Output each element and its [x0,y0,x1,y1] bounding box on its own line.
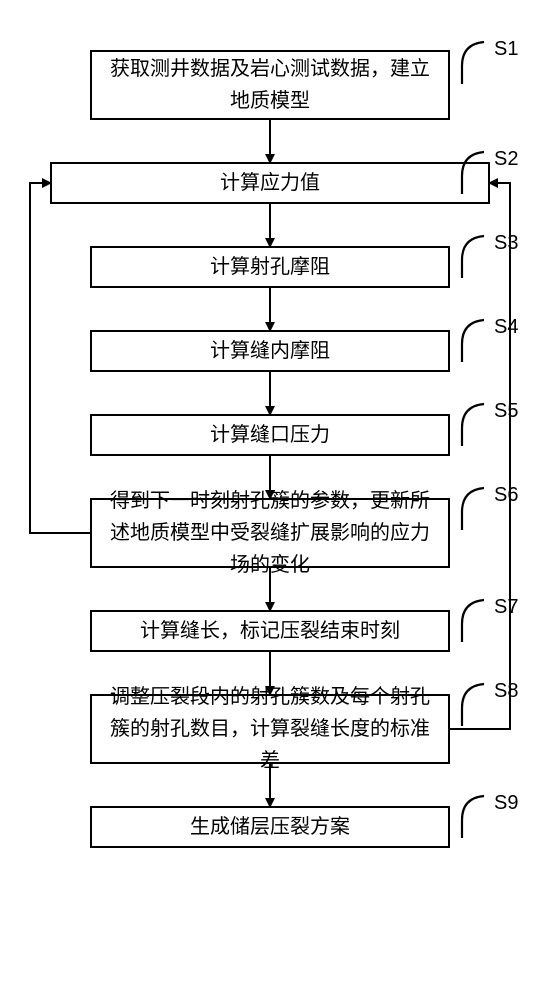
node-s4-text: 计算缝内摩阻 [210,335,330,367]
node-s9-text: 生成储层压裂方案 [190,811,350,843]
label-hook [460,230,494,280]
node-s5-text: 计算缝口压力 [210,419,330,451]
node-s1: 获取测井数据及岩心测试数据，建立地质模型 [90,50,450,120]
label-s3: S3 [494,232,518,255]
label-s8: S8 [494,680,518,703]
node-s1-text: 获取测井数据及岩心测试数据，建立地质模型 [102,53,438,117]
node-s7-text: 计算缝长，标记压裂结束时刻 [140,615,400,647]
label-hook [460,678,494,728]
label-s6: S6 [494,484,518,507]
node-s2-text: 计算应力值 [220,167,320,199]
node-s6: 得到下一时刻射孔簇的参数，更新所述地质模型中受裂缝扩展影响的应力场的变化 [90,498,450,568]
node-s8-text: 调整压裂段内的射孔簇数及每个射孔簇的射孔数目，计算裂缝长度的标准差 [102,681,438,777]
label-hook [460,314,494,364]
node-s5: 计算缝口压力 [90,414,450,456]
label-s2: S2 [494,148,518,171]
label-s7: S7 [494,596,518,619]
label-s1: S1 [494,38,518,61]
node-s3: 计算射孔摩阻 [90,246,450,288]
label-hook [460,36,494,86]
node-s7: 计算缝长，标记压裂结束时刻 [90,610,450,652]
label-hook [460,398,494,448]
label-hook [460,790,494,840]
label-s9: S9 [494,792,518,815]
label-hook [460,594,494,644]
node-s6-text: 得到下一时刻射孔簇的参数，更新所述地质模型中受裂缝扩展影响的应力场的变化 [102,485,438,581]
node-s2: 计算应力值 [50,162,490,204]
node-s3-text: 计算射孔摩阻 [210,251,330,283]
node-s9: 生成储层压裂方案 [90,806,450,848]
node-s4: 计算缝内摩阻 [90,330,450,372]
label-hook [460,482,494,532]
label-s4: S4 [494,316,518,339]
node-s8: 调整压裂段内的射孔簇数及每个射孔簇的射孔数目，计算裂缝长度的标准差 [90,694,450,764]
label-s5: S5 [494,400,518,423]
